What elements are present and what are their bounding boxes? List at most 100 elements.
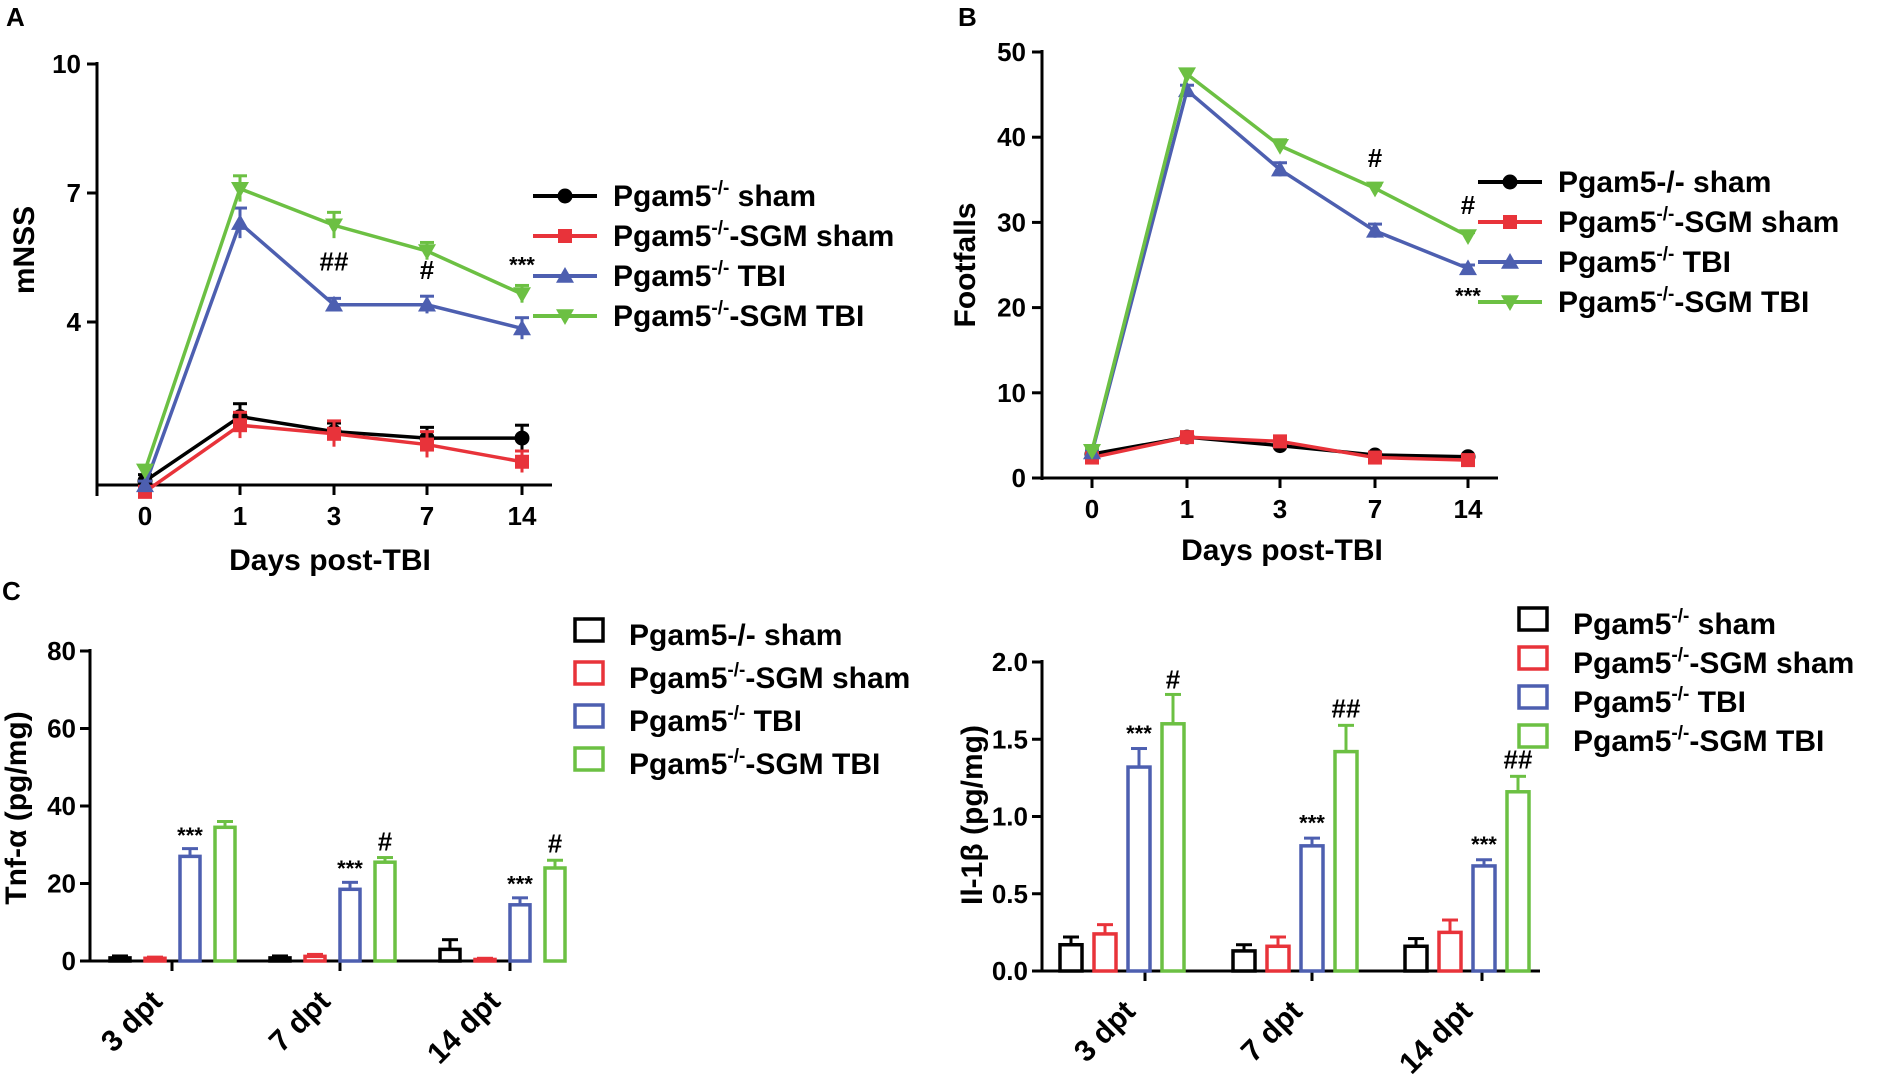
- legend-swatch: [1517, 645, 1549, 671]
- data-point: [513, 319, 531, 336]
- significance-mark: #: [1166, 664, 1181, 694]
- legend-marker: [556, 309, 574, 325]
- series-line: [1090, 71, 1469, 452]
- data-point: [515, 454, 529, 469]
- legend-marker: [1501, 295, 1519, 311]
- data-point: [1273, 434, 1287, 449]
- y-tick-label: 40: [47, 791, 76, 821]
- data-point: [1368, 450, 1382, 465]
- data-point: [325, 218, 343, 235]
- data-point: [327, 426, 341, 441]
- legend-label: Pgam5-/--SGM TBI: [1558, 284, 1809, 319]
- legend-swatch: [573, 746, 605, 772]
- x-tick-label: 1: [1180, 494, 1194, 524]
- bar: [1126, 765, 1152, 973]
- legend-label: Pgam5-/--SGM sham: [629, 660, 910, 695]
- bar: [1437, 930, 1463, 973]
- data-point: [1459, 259, 1477, 276]
- x-category-label: 14 dpt: [1393, 995, 1479, 1074]
- y-tick-label: 1.5: [992, 724, 1028, 754]
- bar: [108, 956, 132, 963]
- x-axis-title: Days post-TBI: [1181, 534, 1383, 567]
- legend-label: Pgam5-/- sham: [1558, 166, 1771, 199]
- bar: [543, 866, 567, 963]
- significance-mark: ##: [320, 246, 349, 276]
- legend-marker: [556, 267, 574, 283]
- significance-mark: ##: [1332, 694, 1361, 724]
- significance-mark: #: [548, 829, 563, 859]
- legend-marker: [1502, 174, 1518, 190]
- legend-swatch: [573, 703, 605, 729]
- legend-label: Pgam5-/- TBI: [613, 258, 786, 293]
- y-tick-label: 0.5: [992, 879, 1028, 909]
- legend-label: Pgam5-/--SGM sham: [1573, 645, 1854, 680]
- x-category-label: 7 dpt: [1235, 995, 1309, 1069]
- significance-mark: #: [1368, 143, 1383, 173]
- significance-mark: ##: [1504, 745, 1533, 775]
- x-tick-label: 14: [1454, 494, 1483, 524]
- bar: [1505, 790, 1531, 973]
- bar: [1231, 949, 1257, 973]
- x-tick-label: 7: [420, 501, 434, 531]
- legend-label: Pgam5-/- sham: [629, 619, 842, 652]
- y-tick-label: 2.0: [992, 647, 1028, 677]
- x-tick-label: 0: [138, 501, 152, 531]
- y-tick-label: 4: [67, 307, 82, 337]
- legend-marker: [1503, 215, 1517, 229]
- legend-label: Pgam5-/--SGM TBI: [629, 746, 880, 781]
- y-tick-label: 1.0: [992, 802, 1028, 832]
- x-category-label: 14 dpt: [421, 985, 507, 1071]
- data-point: [513, 287, 531, 304]
- bar: [438, 947, 462, 963]
- legend-swatch: [573, 617, 605, 643]
- legend-swatch: [573, 660, 605, 686]
- data-point: [1178, 67, 1196, 84]
- significance-mark: ***: [1455, 283, 1481, 308]
- x-tick-label: 3: [1273, 494, 1287, 524]
- y-tick-label: 0: [62, 946, 76, 976]
- panel-label: C: [2, 576, 21, 606]
- bar: [338, 887, 362, 963]
- x-tick-label: 1: [233, 501, 247, 531]
- bar: [1333, 749, 1359, 973]
- data-point: [1366, 221, 1384, 238]
- legend-swatch: [1517, 723, 1549, 749]
- significance-mark: #: [378, 827, 393, 857]
- y-tick-label: 60: [47, 714, 76, 744]
- legend-marker: [557, 188, 573, 204]
- y-tick-label: 80: [47, 636, 76, 666]
- y-tick-label: 40: [997, 122, 1026, 152]
- legend-label: Pgam5-/- sham: [1573, 606, 1776, 641]
- data-point: [325, 295, 343, 312]
- bar: [178, 854, 202, 963]
- data-point: [1271, 160, 1289, 177]
- significance-mark: ***: [1471, 832, 1497, 857]
- data-point: [1271, 138, 1289, 155]
- x-category-label: 7 dpt: [263, 985, 337, 1059]
- bar: [303, 954, 327, 963]
- bar: [143, 956, 167, 963]
- legend-label: Pgam5-/--SGM TBI: [613, 298, 864, 333]
- legend-label: Pgam5-/--SGM TBI: [1573, 723, 1824, 758]
- y-tick-label: 50: [997, 37, 1026, 67]
- significance-mark: ***: [337, 856, 363, 881]
- data-point: [231, 181, 249, 198]
- significance-mark: #: [1461, 190, 1476, 220]
- y-tick-label: 0: [1012, 463, 1026, 493]
- panel-label: A: [6, 2, 25, 32]
- bar: [1092, 932, 1118, 973]
- legend-marker: [558, 229, 572, 243]
- y-tick-label: 20: [997, 293, 1026, 323]
- y-tick-label: 7: [67, 178, 81, 208]
- bar: [1299, 844, 1325, 973]
- x-tick-label: 7: [1368, 494, 1382, 524]
- legend-label: Pgam5-/- TBI: [1573, 684, 1746, 719]
- legend-label: Pgam5-/- TBI: [1558, 244, 1731, 279]
- y-tick-label: 20: [47, 869, 76, 899]
- legend-label: Pgam5-/- sham: [613, 178, 816, 213]
- legend-swatch: [1517, 684, 1549, 710]
- x-category-label: 3 dpt: [1068, 995, 1142, 1069]
- data-point: [1461, 453, 1475, 468]
- data-point: [418, 244, 436, 261]
